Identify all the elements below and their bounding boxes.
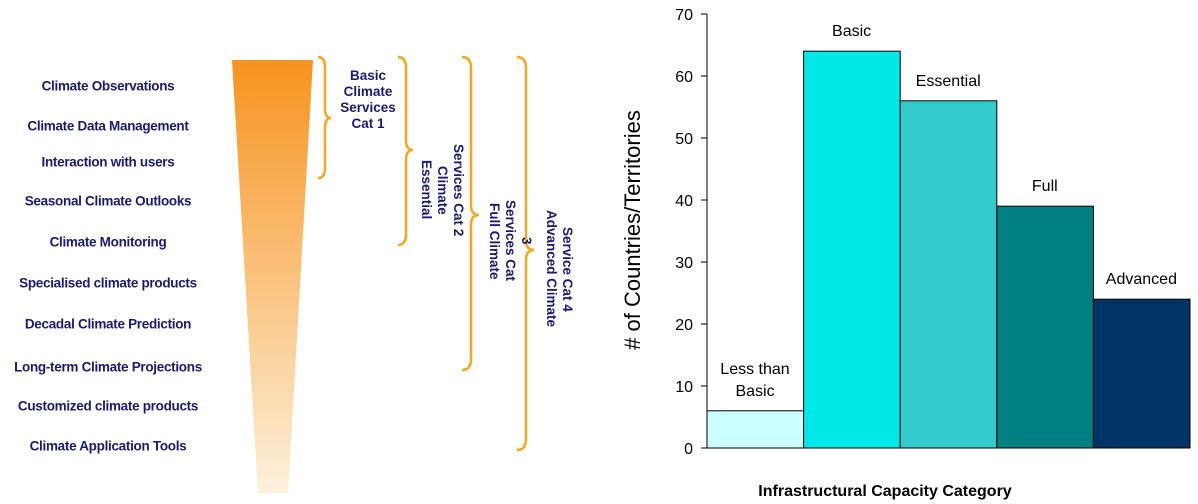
y-tick-label: 60 xyxy=(675,69,693,86)
y-tick-label: 30 xyxy=(675,255,693,272)
service-item: Seasonal Climate Outlooks xyxy=(24,193,192,209)
y-tick-label: 40 xyxy=(675,193,693,210)
bar-label: Less than Basic xyxy=(720,360,790,400)
bar-label: Full xyxy=(1031,178,1058,196)
bar xyxy=(899,100,998,449)
braces xyxy=(317,55,535,452)
y-tick-label: 50 xyxy=(675,131,693,148)
y-tick-label: 0 xyxy=(684,441,693,458)
y-tick-label: 70 xyxy=(675,7,693,24)
bar xyxy=(706,410,805,449)
y-tick-label: 10 xyxy=(675,379,693,396)
service-item: Customized climate products xyxy=(17,398,199,414)
y-axis-label: # of Countries/Territories xyxy=(620,110,645,350)
level-label: Basic Climate Services Cat 1 xyxy=(340,68,396,131)
brace xyxy=(516,55,535,452)
brace xyxy=(461,55,480,372)
bar xyxy=(996,205,1094,449)
funnel xyxy=(232,60,313,493)
y-tick-label: 20 xyxy=(675,317,693,334)
diagram xyxy=(232,55,535,493)
service-item: Climate Application Tools xyxy=(29,438,187,454)
chart: # of Countries/Territories Infrastructur… xyxy=(620,7,1191,500)
bar xyxy=(803,50,901,449)
bar-label: Essential xyxy=(915,72,981,90)
brace xyxy=(397,55,414,247)
service-item: Long-term Climate Projections xyxy=(14,359,202,375)
level-label: Advanced Climate Service Cat 4 xyxy=(544,210,575,328)
service-item: Specialised climate products xyxy=(19,275,197,291)
bar-label: Basic xyxy=(832,23,872,41)
service-item: Interaction with users xyxy=(41,154,175,170)
level-label: Full Climate Services Cat 3 xyxy=(487,200,534,282)
bar xyxy=(1092,298,1191,449)
bar-label: Advanced xyxy=(1105,271,1177,289)
x-axis-label: Infrastructural Capacity Category xyxy=(758,483,1012,500)
brace xyxy=(317,55,332,180)
level-label: Essential Climate Services Cat 2 xyxy=(419,143,466,237)
service-item: Climate Data Management xyxy=(27,118,189,134)
service-item: Climate Monitoring xyxy=(49,234,167,250)
service-item: Climate Observations xyxy=(41,78,175,94)
service-item: Decadal Climate Prediction xyxy=(24,316,192,332)
